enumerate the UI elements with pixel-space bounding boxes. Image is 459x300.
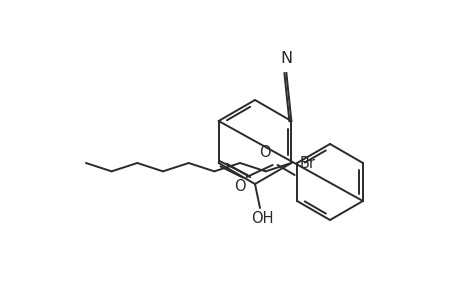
- Text: Br: Br: [299, 155, 315, 170]
- Text: O: O: [258, 145, 270, 160]
- Text: O: O: [233, 179, 245, 194]
- Text: N: N: [280, 51, 292, 66]
- Text: OH: OH: [250, 211, 273, 226]
